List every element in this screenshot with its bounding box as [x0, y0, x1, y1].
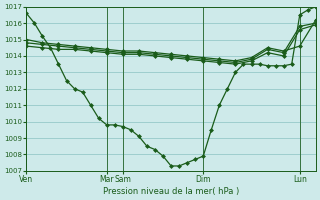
X-axis label: Pression niveau de la mer( hPa ): Pression niveau de la mer( hPa )	[103, 187, 239, 196]
